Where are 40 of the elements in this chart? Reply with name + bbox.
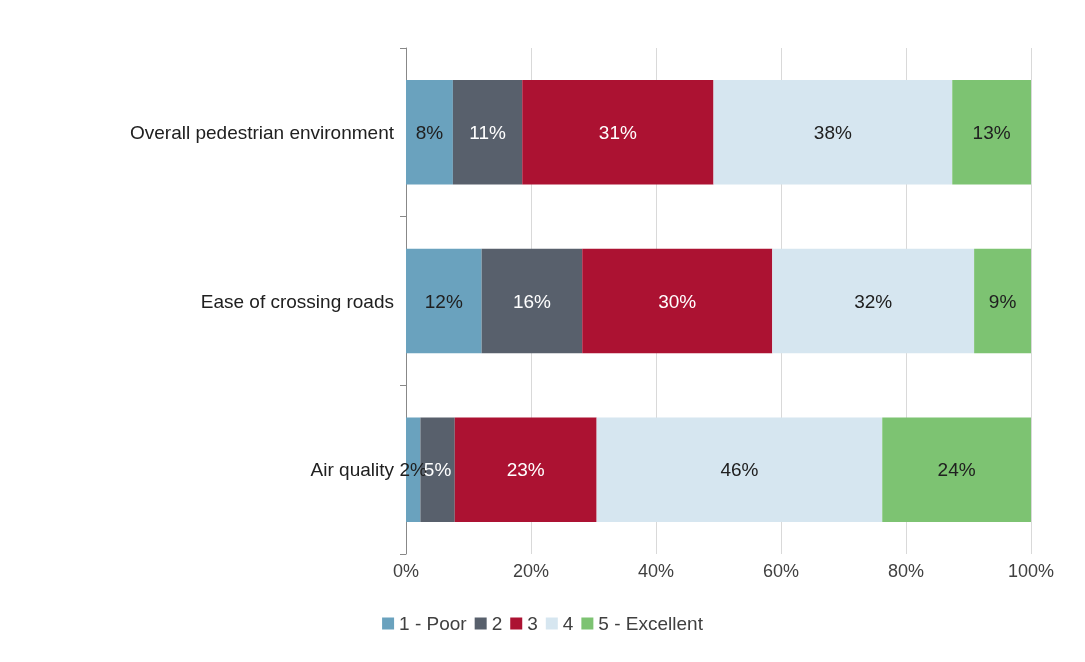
data-label: 30%	[658, 290, 697, 312]
bar	[522, 80, 714, 185]
x-tick-label: 80%	[887, 561, 925, 581]
legend-label: 3	[527, 613, 538, 634]
bar	[406, 80, 453, 185]
y-tick-label: Overall pedestrian environment	[129, 121, 395, 143]
x-tick-label: 100%	[1007, 561, 1055, 581]
data-label: 46%	[720, 459, 759, 481]
x-tick-label: 40%	[637, 561, 675, 581]
legend-label: 5 - Excellent	[598, 613, 704, 634]
data-label: 12%	[424, 290, 463, 312]
bar	[582, 248, 773, 354]
x-tick-label: 20%	[512, 561, 550, 581]
data-label: 38%	[813, 121, 852, 143]
data-label: 16%	[512, 290, 552, 312]
data-label: 9%	[988, 290, 1017, 312]
bar	[452, 80, 523, 185]
bar	[596, 417, 883, 522]
data-label: 8%	[415, 121, 444, 143]
x-tick-label: 0%	[392, 561, 420, 581]
legend-label: 1 - Poor	[399, 613, 468, 634]
bar	[882, 417, 1031, 522]
data-label: 23%	[506, 459, 545, 481]
data-label: 13%	[972, 121, 1011, 143]
y-tick-label: Ease of crossing roads	[200, 290, 394, 312]
legend-label: 2	[491, 613, 503, 634]
data-label: 31%	[598, 121, 637, 143]
bar	[406, 248, 482, 354]
data-label: 11%	[469, 121, 506, 143]
data-label: 24%	[937, 459, 976, 481]
legend-label: 4	[562, 613, 574, 634]
bar	[454, 417, 597, 522]
x-tick-label: 60%	[762, 561, 800, 581]
data-label: 32%	[854, 290, 893, 312]
bar	[974, 248, 1031, 354]
bar	[772, 248, 975, 354]
bar	[713, 80, 953, 185]
bar	[952, 80, 1031, 185]
y-tick-label: Air quality	[310, 459, 395, 481]
bar	[481, 248, 583, 354]
